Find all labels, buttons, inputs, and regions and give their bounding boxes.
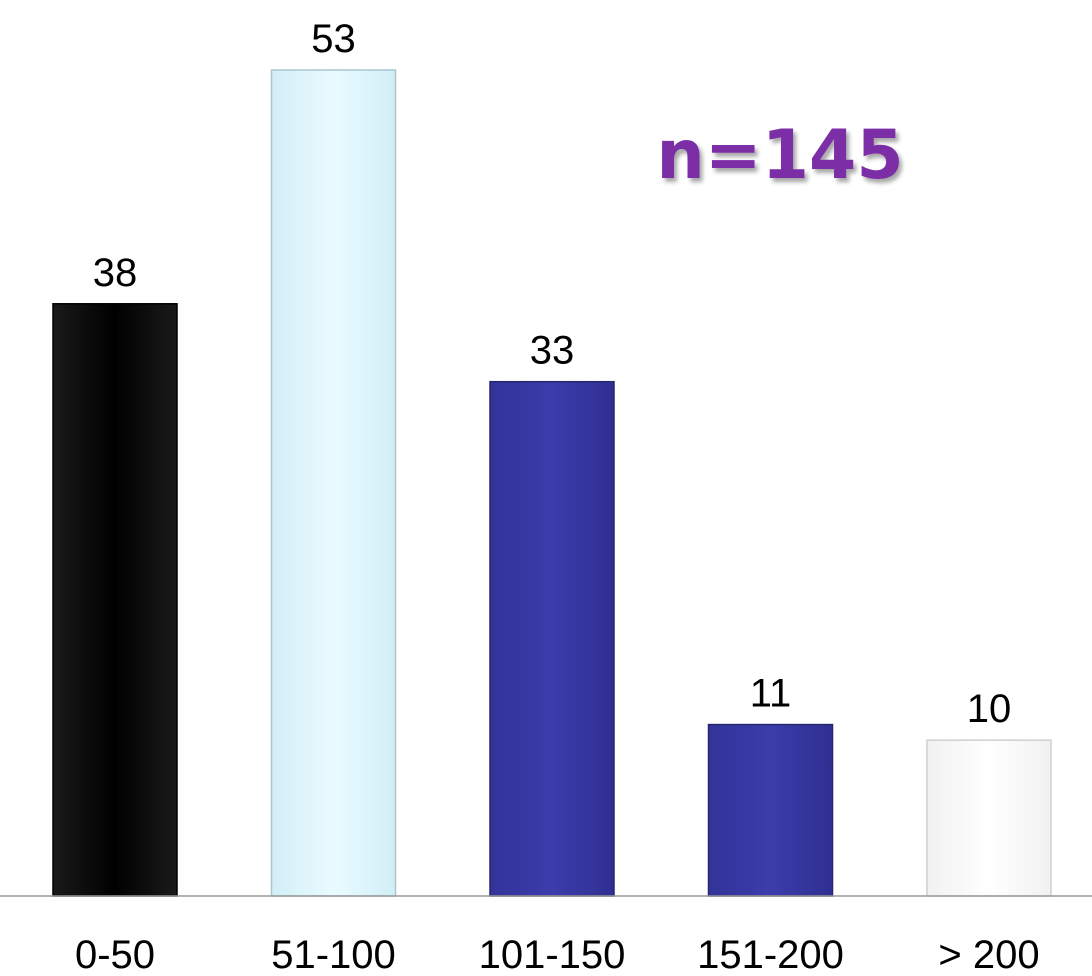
- data-label: 33: [530, 329, 575, 373]
- sample-size-annotation: n=145: [656, 116, 903, 195]
- data-labels-group: 38 53 33 11 10: [93, 17, 1012, 731]
- bars-group: [52, 69, 1052, 897]
- x-tick-label: 101-150: [479, 933, 626, 976]
- data-label: 53: [311, 17, 356, 61]
- x-tick-label: 151-200: [697, 933, 844, 976]
- x-tick-label: 51-100: [271, 933, 396, 976]
- data-label: 11: [750, 672, 792, 716]
- data-label: 10: [967, 687, 1012, 731]
- x-tick-label: 0-50: [75, 933, 155, 976]
- x-tick-label: > 200: [938, 933, 1039, 976]
- data-label: 38: [93, 251, 138, 295]
- x-tick-labels-group: 0-50 51-100 101-150 151-200 > 200: [75, 933, 1040, 976]
- bar-151-200: [707, 723, 834, 897]
- bar-51-100: [270, 69, 397, 897]
- bar-200: [926, 739, 1052, 897]
- bar-0-50: [52, 303, 178, 897]
- bar-101-150: [489, 380, 615, 897]
